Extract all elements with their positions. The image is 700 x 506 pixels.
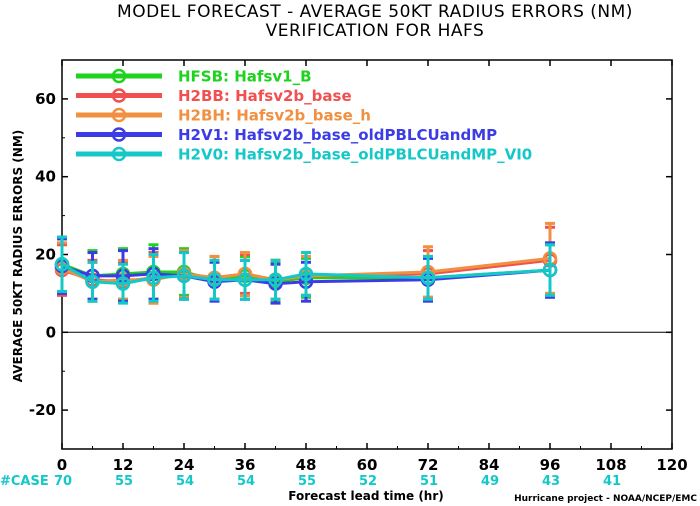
case-label: #CASE bbox=[0, 474, 49, 489]
case-count: 43 bbox=[542, 474, 560, 489]
legend-label: H2V0: Hafsv2b_base_oldPBLCUandMP_VI0 bbox=[178, 146, 532, 164]
x-tick-label: 0 bbox=[57, 456, 67, 474]
data-point bbox=[146, 270, 161, 286]
credit-text: Hurricane project - NOAA/NCEP/EMC bbox=[514, 494, 697, 504]
data-point bbox=[542, 262, 558, 278]
x-tick-label: 12 bbox=[113, 456, 134, 474]
case-count: 55 bbox=[298, 474, 316, 489]
legend-swatch-marker bbox=[111, 68, 127, 84]
y-tick-label: 40 bbox=[35, 168, 56, 186]
y-tick-label: 20 bbox=[35, 246, 56, 264]
legend-item-h2v1: H2V1: Hafsv2b_base_oldPBLCUandMP bbox=[76, 126, 497, 144]
x-tick-label: 84 bbox=[479, 456, 500, 474]
series-line bbox=[61, 262, 551, 286]
x-tick-label: 36 bbox=[235, 456, 256, 474]
case-count: 49 bbox=[481, 474, 499, 489]
legend-label: H2BB: Hafsv2b_base bbox=[178, 87, 352, 105]
legend-label: HFSB: Hafsv1_B bbox=[178, 68, 312, 86]
legend-label: H2V1: Hafsv2b_base_oldPBLCUandMP bbox=[178, 126, 497, 144]
data-point bbox=[115, 276, 131, 291]
chart-subtitle: VERIFICATION FOR HAFS bbox=[266, 21, 485, 41]
legend-swatch-marker bbox=[111, 127, 127, 142]
case-count: 55 bbox=[115, 474, 133, 489]
case-counts: #CASE 70 55 54 54 55 52 51 49 43 41 bbox=[0, 474, 621, 489]
data-point bbox=[54, 256, 70, 272]
x-tick-label: 72 bbox=[418, 456, 439, 474]
legend-item-h2v0: H2V0: Hafsv2b_base_oldPBLCUandMP_VI0 bbox=[76, 146, 532, 164]
case-count: 51 bbox=[420, 474, 438, 489]
y-axis-label: AVERAGE 50KT RADIUS ERRORS (NM) bbox=[11, 130, 25, 382]
legend-label: H2BH: Hafsv2b_base_h bbox=[178, 107, 371, 125]
series-layer bbox=[54, 221, 558, 305]
x-axis-ticks: 0 12 24 36 48 60 72 84 96 108 120 bbox=[57, 60, 688, 474]
x-tick-label: 48 bbox=[296, 456, 317, 474]
legend-item-hfsb: HFSB: Hafsv1_B bbox=[76, 68, 312, 86]
x-axis-label: Forecast lead time (hr) bbox=[288, 489, 444, 503]
data-point bbox=[268, 272, 283, 288]
case-count: 41 bbox=[603, 474, 621, 489]
case-count: 54 bbox=[237, 474, 255, 489]
data-point bbox=[176, 268, 192, 284]
case-count: 52 bbox=[359, 474, 377, 489]
x-tick-label: 120 bbox=[656, 456, 687, 474]
x-tick-label: 60 bbox=[357, 456, 378, 474]
data-point bbox=[207, 272, 222, 288]
legend-swatch-marker bbox=[111, 88, 127, 103]
case-count: 70 bbox=[54, 474, 72, 489]
legend-item-h2bb: H2BB: Hafsv2b_base bbox=[76, 87, 352, 105]
y-tick-label: 60 bbox=[35, 90, 56, 108]
x-tick-label: 96 bbox=[540, 456, 561, 474]
x-tick-label: 24 bbox=[174, 456, 195, 474]
y-axis-ticks: -20 0 20 40 60 bbox=[29, 59, 672, 450]
chart-title: MODEL FORECAST - AVERAGE 50KT RADIUS ERR… bbox=[117, 2, 633, 22]
case-count: 54 bbox=[176, 474, 194, 489]
legend-swatch-marker bbox=[111, 146, 127, 162]
legend-item-h2bh: H2BH: Hafsv2b_base_h bbox=[76, 107, 371, 125]
series-h2v0 bbox=[54, 235, 558, 305]
legend-swatch-marker bbox=[111, 107, 127, 123]
data-point bbox=[420, 270, 436, 286]
data-point bbox=[85, 274, 100, 289]
y-tick-label: -20 bbox=[29, 401, 56, 419]
data-point bbox=[237, 272, 253, 288]
data-point bbox=[298, 266, 314, 282]
x-tick-label: 108 bbox=[595, 456, 626, 474]
y-tick-label: 0 bbox=[46, 323, 56, 341]
